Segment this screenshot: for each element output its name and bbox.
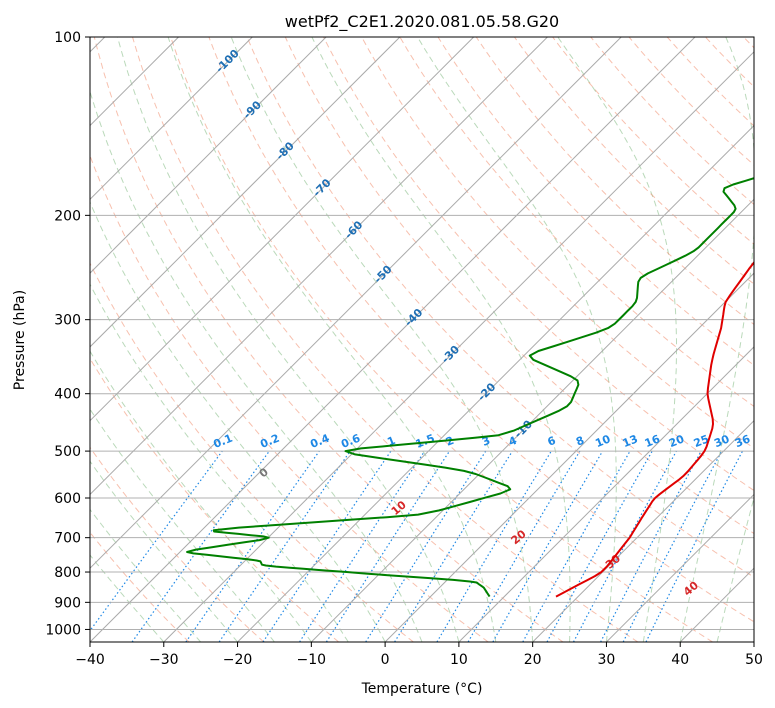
moist-adiabat-line bbox=[90, 460, 238, 642]
x-tick-label: −20 bbox=[223, 652, 253, 668]
isotherm-line bbox=[90, 37, 475, 422]
isotherm-line bbox=[90, 37, 327, 274]
dry-adiabats bbox=[90, 37, 754, 642]
dry-adiabat-line bbox=[323, 37, 754, 492]
mixing-ratio-line bbox=[90, 450, 223, 632]
y-tick-label: 1000 bbox=[45, 622, 81, 638]
y-tick-label: 500 bbox=[54, 444, 81, 460]
mixing-ratio-lines bbox=[90, 450, 744, 642]
isotherm-line bbox=[90, 37, 548, 496]
dry-adiabat-line bbox=[132, 37, 639, 642]
dry-adiabat-line bbox=[399, 37, 754, 408]
x-tick-label: 10 bbox=[450, 652, 468, 668]
mixing-ratio-line bbox=[131, 450, 270, 642]
moist-adiabat-line bbox=[90, 508, 202, 642]
mixing-ratio-label: 2 bbox=[444, 434, 456, 449]
isotherm-line bbox=[532, 419, 754, 642]
dry-adiabat-line bbox=[513, 37, 754, 285]
x-tick-label: −30 bbox=[149, 652, 179, 668]
mixing-ratio-label: 16 bbox=[643, 432, 662, 450]
dry-adiabat-line bbox=[170, 37, 713, 642]
x-tick-label: 50 bbox=[745, 652, 763, 668]
x-tick-label: 0 bbox=[381, 652, 390, 668]
moist-adiabat-line bbox=[90, 200, 386, 642]
mixing-ratio-line bbox=[185, 450, 320, 642]
isotherm-line bbox=[90, 37, 696, 642]
mixing-ratio-line bbox=[262, 450, 392, 642]
plot-area: -100-90-80-70-60-50-40-30-20-100.1 0.2 0.4… bbox=[90, 37, 754, 642]
mixing-ratio-label: 10 bbox=[593, 432, 612, 450]
isotherm-line bbox=[310, 198, 754, 642]
dry-adiabat-line bbox=[437, 37, 754, 366]
x-tick-label: 30 bbox=[598, 652, 616, 668]
x-tick-label: 40 bbox=[671, 652, 689, 668]
moist-adiabat-line bbox=[90, 89, 423, 642]
y-axis-ticks: 100 200 300 400 500 600 700 800 900 1000 bbox=[45, 30, 90, 638]
pressure-gridlines bbox=[90, 37, 754, 630]
dewpoint-profile-line bbox=[186, 177, 754, 598]
dry-adiabat-line bbox=[475, 37, 754, 326]
temperature-profile-line bbox=[555, 260, 754, 598]
moist-adiabat-line bbox=[311, 37, 571, 642]
x-tick-label: −40 bbox=[75, 652, 105, 668]
isotherm-line bbox=[237, 124, 754, 642]
x-axis-label: Temperature (°C) bbox=[361, 681, 483, 697]
mixing-ratio-line bbox=[394, 450, 513, 642]
isotherm-line bbox=[384, 272, 754, 642]
isotherm-line bbox=[606, 493, 754, 642]
dry-adiabat-line bbox=[90, 262, 414, 642]
moist-adiabat-line bbox=[417, 37, 617, 642]
mixing-ratio-label: 20 bbox=[667, 432, 686, 450]
isotherm-line bbox=[90, 37, 622, 569]
dry-adiabat-line bbox=[208, 37, 754, 623]
moist-adiabat-line bbox=[167, 37, 497, 642]
y-tick-label: 300 bbox=[54, 313, 81, 329]
y-tick-label: 100 bbox=[54, 30, 81, 46]
mixing-ratio-label: 8 bbox=[574, 434, 586, 449]
isotherms bbox=[90, 37, 754, 642]
mixing-ratio-line bbox=[572, 450, 677, 642]
mixing-ratio-line bbox=[218, 450, 351, 642]
moist-adiabat-line bbox=[230, 37, 534, 642]
mixing-ratio-line bbox=[645, 450, 744, 642]
isotherm-line bbox=[458, 346, 754, 642]
isotherm-line bbox=[90, 37, 401, 348]
y-tick-label: 600 bbox=[54, 491, 81, 507]
mixing-ratio-line bbox=[522, 450, 631, 642]
mixing-ratio-line bbox=[546, 450, 653, 642]
x-tick-label: 20 bbox=[524, 652, 542, 668]
moist-adiabat-line bbox=[679, 37, 754, 642]
dry-adiabat-line bbox=[284, 37, 754, 535]
dry-adiabat-line bbox=[90, 357, 339, 642]
x-tick-label: −10 bbox=[297, 652, 327, 668]
mixing-ratio-label: 1 bbox=[385, 434, 397, 449]
mixing-ratio-label: 13 bbox=[621, 432, 640, 450]
moist-adiabat-line bbox=[90, 283, 349, 642]
mixing-ratio-line bbox=[325, 450, 450, 642]
mixing-ratio-label: 36 bbox=[733, 432, 752, 450]
moist-adiabat-line bbox=[716, 496, 754, 642]
y-tick-label: 400 bbox=[54, 387, 81, 403]
dry-adiabat-line bbox=[246, 37, 754, 578]
mixing-ratio-line bbox=[299, 450, 426, 642]
y-tick-label: 900 bbox=[54, 595, 81, 611]
x-axis-ticks: −40 −30 −20 −10 0 10 20 30 40 50 bbox=[75, 642, 763, 668]
isotherm-line bbox=[90, 37, 253, 201]
plot-frame bbox=[89, 36, 755, 643]
mixing-ratio-label: 30 bbox=[712, 432, 731, 450]
y-tick-label: 700 bbox=[54, 531, 81, 547]
profile-series bbox=[186, 177, 754, 598]
isotherm-line bbox=[163, 51, 754, 642]
mixing-ratio-label: 3 bbox=[480, 434, 492, 449]
dry-adiabat-line bbox=[90, 446, 265, 642]
y-axis-label: Pressure (hPa) bbox=[12, 290, 28, 390]
dry-adiabat-line bbox=[93, 37, 564, 642]
y-tick-label: 800 bbox=[54, 565, 81, 581]
y-tick-label: 200 bbox=[54, 208, 81, 224]
chart-title: wetPf2_C2E1.2020.081.05.58.G20 bbox=[285, 12, 559, 32]
